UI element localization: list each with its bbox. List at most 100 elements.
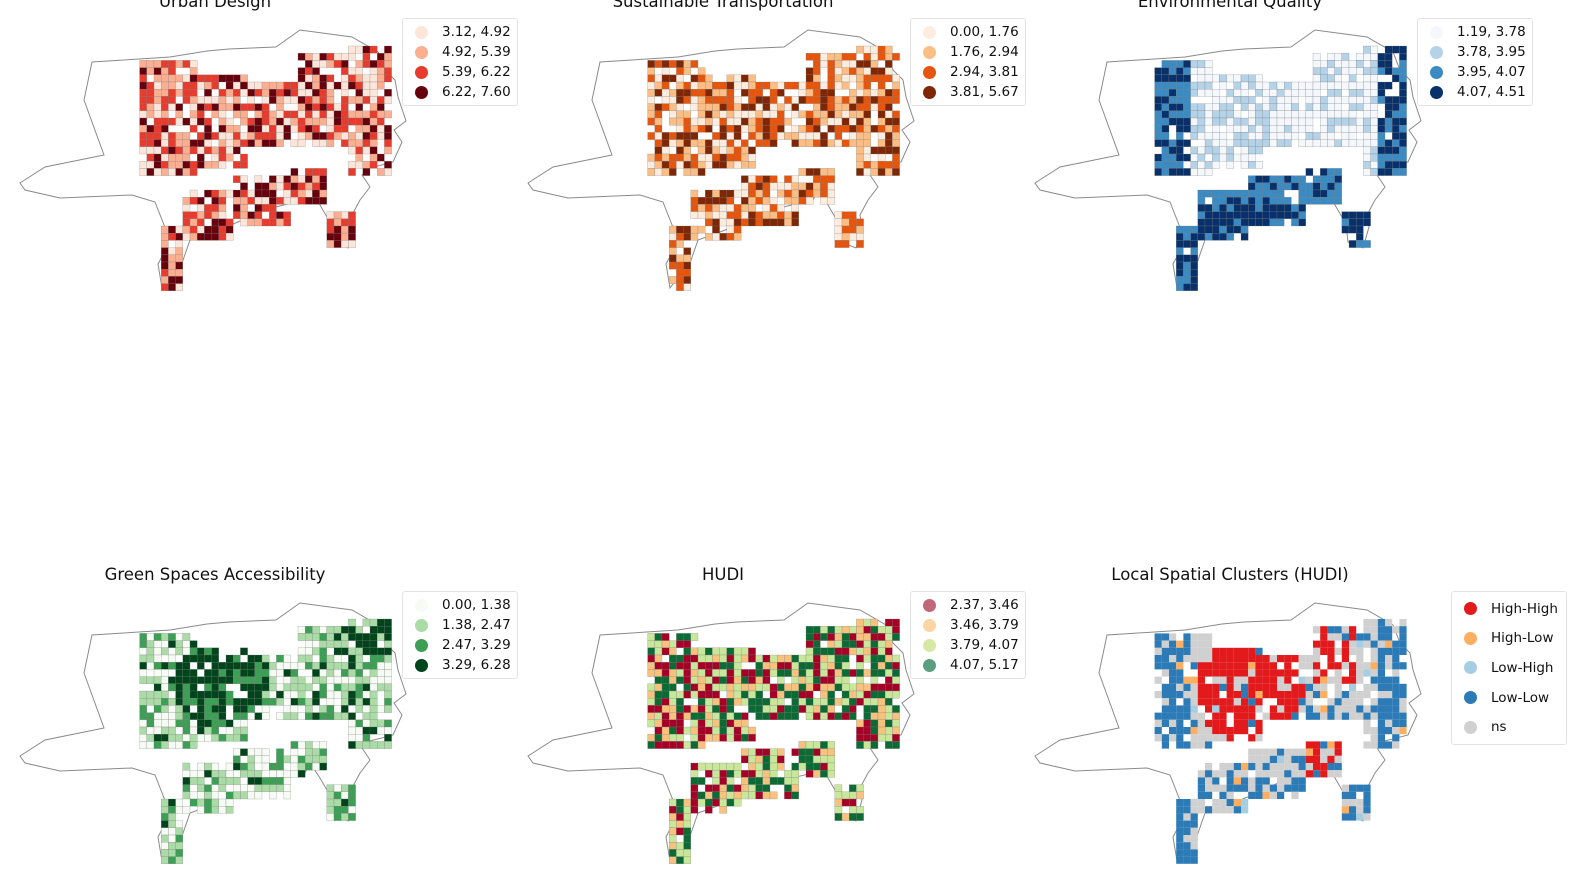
grid-cell bbox=[211, 225, 219, 234]
grid-cell bbox=[1312, 189, 1321, 198]
grid-cell bbox=[791, 125, 799, 133]
grid-cell bbox=[834, 218, 843, 227]
grid-cell bbox=[1197, 197, 1206, 205]
grid-cell bbox=[1240, 74, 1249, 83]
grid-cell bbox=[1349, 647, 1357, 655]
grid-cell bbox=[1168, 168, 1177, 176]
grid-cell bbox=[1370, 45, 1378, 54]
grid-cell bbox=[312, 168, 320, 176]
grid-cell bbox=[762, 755, 771, 764]
grid-cell bbox=[1284, 197, 1292, 205]
grid-cell bbox=[1370, 727, 1378, 735]
grid-cell bbox=[355, 81, 363, 90]
grid-cell bbox=[240, 197, 248, 205]
grid-cell bbox=[1248, 691, 1256, 699]
grid-cell bbox=[240, 726, 248, 735]
grid-cell bbox=[348, 712, 356, 720]
grid-cell bbox=[1226, 806, 1234, 814]
grid-cell bbox=[369, 683, 378, 692]
grid-cell bbox=[1176, 254, 1184, 263]
grid-cell bbox=[297, 626, 306, 634]
grid-cell bbox=[1349, 683, 1357, 691]
grid-cell bbox=[175, 647, 183, 656]
grid-cell bbox=[1168, 96, 1177, 104]
grid-cell bbox=[312, 110, 320, 119]
grid-cell bbox=[233, 748, 241, 756]
grid-cell bbox=[813, 53, 821, 61]
grid-cell bbox=[676, 734, 684, 742]
grid-cell bbox=[197, 676, 205, 684]
grid-cell bbox=[175, 276, 183, 284]
grid-cell bbox=[820, 654, 828, 663]
grid-cell bbox=[683, 153, 691, 162]
grid-cell bbox=[182, 146, 191, 155]
grid-cell bbox=[1183, 269, 1191, 277]
grid-cell bbox=[661, 726, 670, 735]
legend-item: 0.00, 1.76 bbox=[917, 22, 1019, 42]
grid-cell bbox=[827, 182, 835, 191]
grid-cell bbox=[1226, 727, 1234, 735]
grid-cell bbox=[1190, 254, 1198, 263]
grid-cell bbox=[863, 103, 871, 111]
legend-item: High-High bbox=[1458, 594, 1558, 624]
grid-cell bbox=[1305, 698, 1313, 706]
grid-cell bbox=[1392, 705, 1400, 713]
grid-cell bbox=[204, 125, 212, 133]
grid-cell bbox=[369, 74, 378, 83]
grid-cell bbox=[676, 89, 684, 97]
grid-cell bbox=[1176, 261, 1184, 270]
grid-cell bbox=[827, 125, 835, 133]
grid-cell bbox=[762, 117, 771, 126]
grid-cell bbox=[319, 741, 327, 749]
grid-cell bbox=[863, 67, 871, 75]
grid-cell bbox=[211, 161, 219, 169]
legend-item: ns bbox=[1458, 712, 1558, 742]
grid-cell bbox=[240, 669, 248, 677]
grid-cell bbox=[885, 705, 893, 713]
grid-cell bbox=[1212, 712, 1220, 720]
grid-cell bbox=[1269, 132, 1278, 140]
grid-cell bbox=[870, 89, 879, 97]
grid-cell bbox=[1169, 662, 1177, 670]
grid-cell bbox=[233, 74, 241, 83]
grid-cell bbox=[1168, 103, 1177, 111]
grid-cell bbox=[813, 81, 821, 90]
grid-cell bbox=[1262, 189, 1270, 198]
grid-cell bbox=[1212, 189, 1220, 198]
grid-cell bbox=[218, 110, 227, 119]
grid-cell bbox=[333, 813, 342, 821]
grid-cell bbox=[1269, 669, 1277, 677]
grid-cell bbox=[175, 254, 183, 263]
grid-cell bbox=[211, 153, 219, 162]
grid-cell bbox=[1255, 81, 1263, 90]
grid-cell bbox=[1269, 211, 1278, 219]
grid-cell bbox=[1190, 683, 1198, 691]
grid-cell bbox=[175, 283, 183, 291]
grid-cell bbox=[1305, 741, 1313, 749]
grid-cell bbox=[1255, 74, 1263, 83]
grid-cell bbox=[885, 690, 893, 699]
grid-cell bbox=[1154, 89, 1162, 97]
grid-cell bbox=[1334, 117, 1342, 126]
grid-cell bbox=[211, 132, 219, 140]
grid-cell bbox=[697, 762, 706, 771]
grid-cell bbox=[683, 654, 691, 663]
grid-cell bbox=[748, 762, 756, 771]
grid-cell bbox=[341, 705, 349, 713]
grid-cell bbox=[870, 161, 879, 169]
grid-cell bbox=[218, 705, 227, 713]
grid-cell bbox=[369, 698, 378, 706]
grid-cell bbox=[856, 676, 864, 684]
grid-cell bbox=[705, 110, 713, 119]
grid-cell bbox=[690, 777, 699, 785]
grid-cell bbox=[211, 96, 219, 104]
grid-cell bbox=[348, 690, 356, 699]
grid-cell bbox=[1154, 132, 1162, 140]
grid-cell bbox=[1298, 676, 1306, 684]
grid-cell bbox=[791, 791, 799, 800]
grid-cell bbox=[1370, 669, 1378, 677]
grid-cell bbox=[892, 132, 900, 140]
grid-cell bbox=[218, 161, 227, 169]
grid-cell bbox=[1248, 117, 1256, 126]
grid-cell bbox=[863, 168, 871, 176]
